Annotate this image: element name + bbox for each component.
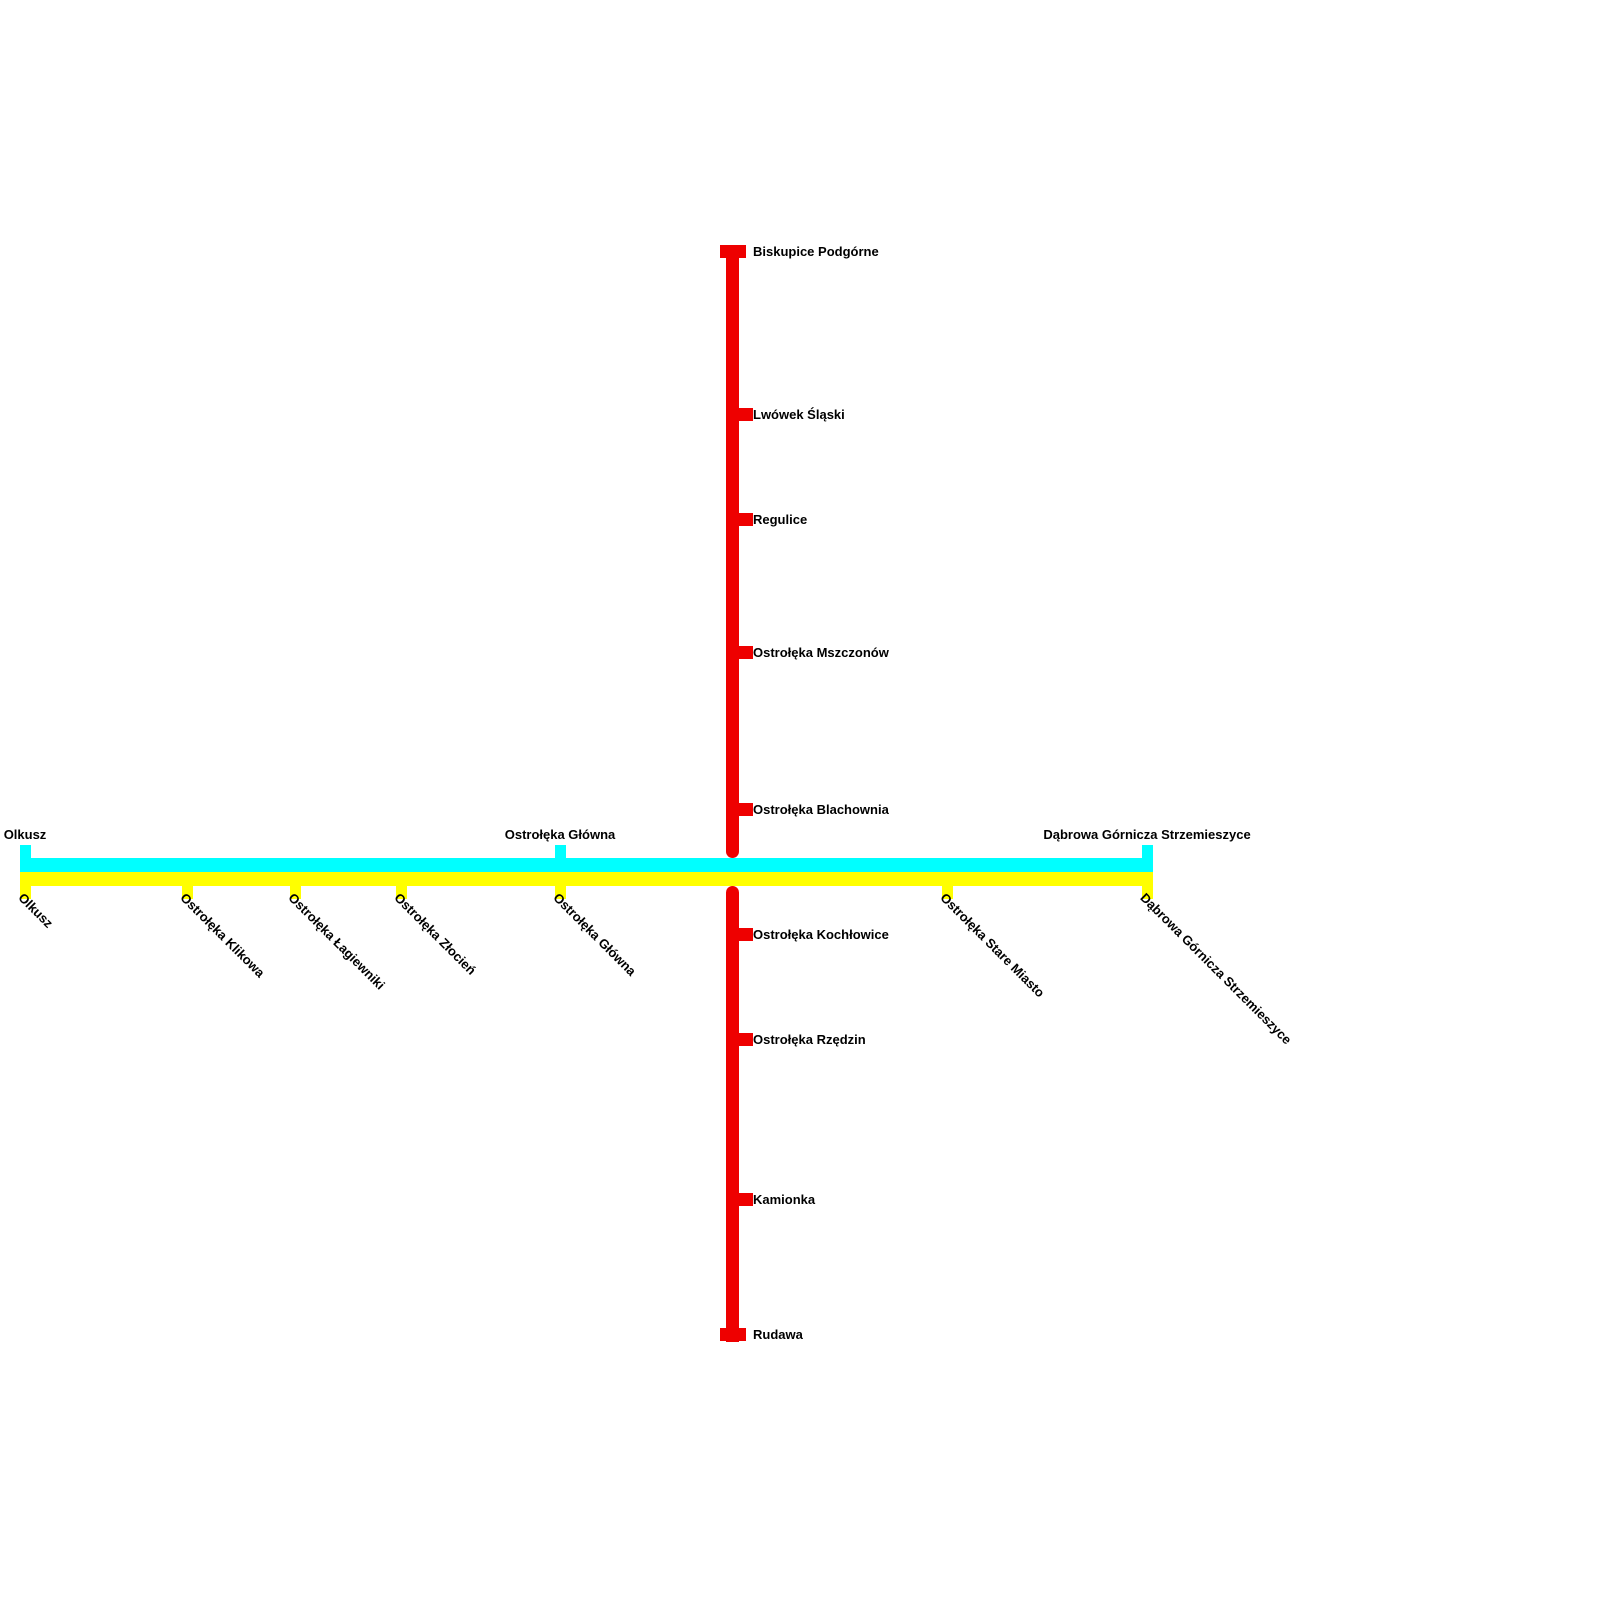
station-label: Ostrołęka Główna [504, 827, 616, 842]
station-tick [555, 845, 566, 858]
station-terminus-marker [1142, 886, 1153, 899]
station-label: Ostrołęka Łagiewniki [285, 890, 388, 993]
station-tick [182, 886, 193, 899]
station-label: Ostrołęka Stare Miasto [937, 890, 1048, 1001]
station-label: Ostrołęka Złocień [391, 890, 480, 978]
station-terminus-marker [20, 845, 31, 858]
red-line-segment [726, 886, 739, 1342]
station-label: Olkusz [3, 827, 47, 842]
station-label: Ostrołęka Główna [550, 890, 640, 979]
station-label: Ostrołęka Mszczonów [753, 645, 889, 660]
station-tick [726, 1033, 753, 1046]
station-terminus-marker [720, 1328, 746, 1341]
station-label: Dąbrowa Górnicza Strzemieszyce [1137, 890, 1295, 1048]
station-terminus-marker [720, 245, 746, 258]
station-label: Ostrołęka Blachownia [753, 802, 889, 817]
station-tick [726, 928, 753, 941]
station-terminus-marker [20, 886, 31, 899]
station-tick [290, 886, 301, 899]
station-label: Dąbrowa Górnicza Strzemieszyce [1043, 827, 1251, 842]
station-label: Regulice [753, 512, 808, 527]
cyan-line [20, 858, 1153, 872]
yellow-line [20, 872, 1153, 886]
station-tick [942, 886, 953, 899]
station-label: Olkusz [15, 890, 57, 931]
station-terminus-marker [1142, 845, 1153, 858]
station-label: Ostrołęka Klikowa [177, 890, 268, 981]
station-label: Ostrołęka Rzędzin [753, 1032, 866, 1047]
station-tick [726, 408, 753, 421]
station-tick [726, 1193, 753, 1206]
station-tick [726, 803, 753, 816]
station-tick [726, 646, 753, 659]
station-label: Kamionka [753, 1192, 816, 1207]
station-label: Lwówek Śląski [753, 407, 845, 422]
station-tick [555, 886, 566, 899]
station-label: Rudawa [753, 1327, 803, 1342]
station-label: Ostrołęka Kochłowice [753, 927, 889, 942]
red-line-segment [726, 245, 739, 858]
station-tick [396, 886, 407, 899]
station-label: Biskupice Podgórne [753, 244, 879, 259]
station-tick [726, 513, 753, 526]
